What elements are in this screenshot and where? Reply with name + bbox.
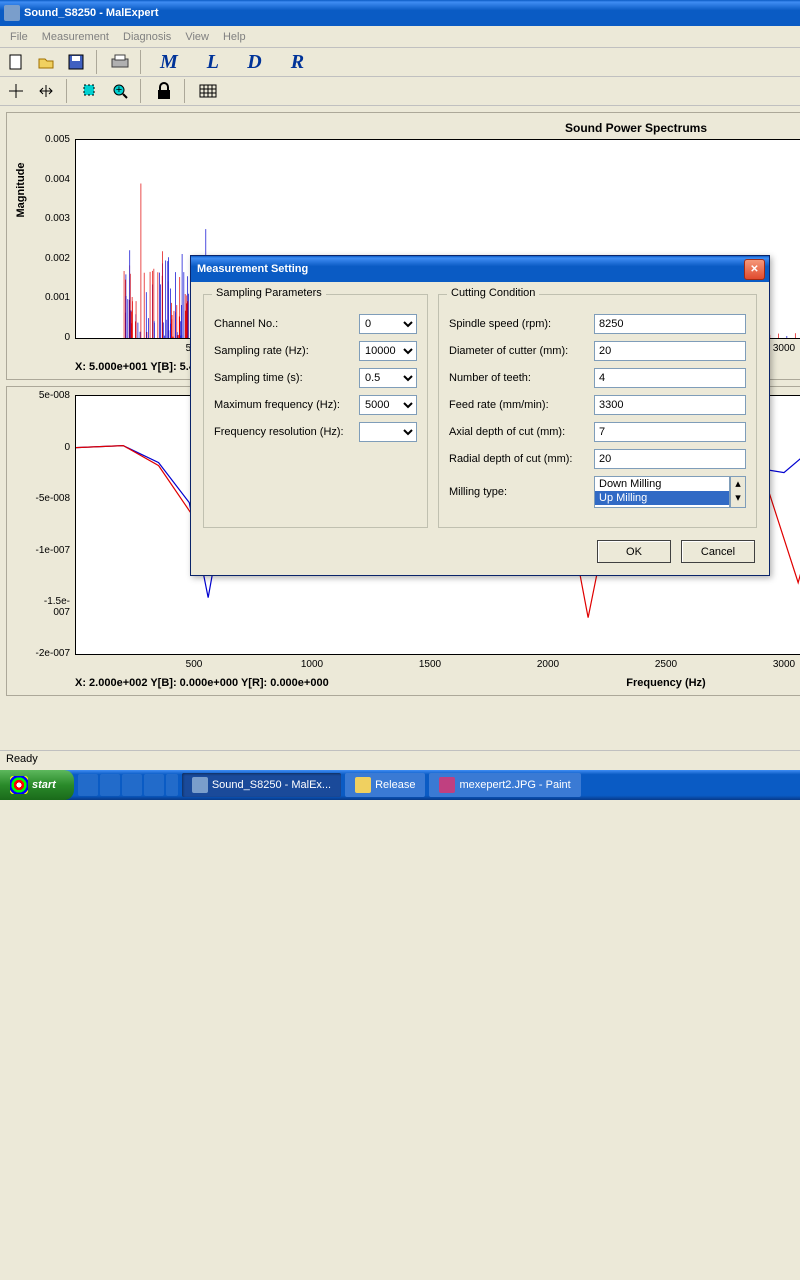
main-title-bar: Sound_S8250 - MalExpert — ❐ ✕	[0, 0, 800, 26]
pan-icon[interactable]	[34, 79, 58, 103]
mldr-label: M L D R	[160, 51, 316, 74]
cutting-legend: Cutting Condition	[447, 287, 539, 299]
milling-type-label: Milling type:	[449, 486, 594, 498]
milling-type-list[interactable]: Down Milling Up Milling	[594, 476, 730, 508]
time-select[interactable]: 0.5	[359, 368, 417, 388]
zoom-in-icon[interactable]: +	[108, 79, 132, 103]
grid-icon[interactable]	[196, 79, 220, 103]
milling-scroll[interactable]: ▴▾	[730, 476, 746, 508]
taskbar-item[interactable]: mexepert2.JPG - Paint	[429, 773, 580, 797]
spindle-input[interactable]	[594, 314, 746, 334]
app-icon	[4, 5, 20, 21]
open-icon[interactable]	[34, 50, 58, 74]
rate-label: Sampling rate (Hz):	[214, 345, 359, 357]
folder-icon	[355, 777, 371, 793]
radial-label: Radial depth of cut (mm):	[449, 453, 594, 465]
toolbar-file: M L D R	[0, 48, 800, 77]
measurement-setting-dialog: Measurement Setting ✕ Sampling Parameter…	[190, 255, 770, 576]
ok-button[interactable]: OK	[597, 540, 671, 563]
axial-label: Axial depth of cut (mm):	[449, 426, 594, 438]
cancel-button[interactable]: Cancel	[681, 540, 755, 563]
quick-launch	[78, 774, 178, 796]
menu-measurement[interactable]: Measurement	[36, 29, 115, 45]
diameter-label: Diameter of cutter (mm):	[449, 345, 594, 357]
toolbar-zoom: +	[0, 77, 800, 106]
chart1-title: Sound Power Spectrums	[15, 121, 800, 135]
start-button[interactable]: start	[0, 770, 74, 800]
status-bar: Ready	[0, 750, 800, 770]
menu-bar: File Measurement Diagnosis View Help	[0, 26, 800, 48]
feed-label: Feed rate (mm/min):	[449, 399, 594, 411]
time-label: Sampling time (s):	[214, 372, 359, 384]
window-title: Sound_S8250 - MalExpert	[24, 7, 159, 19]
svg-text:+: +	[116, 84, 122, 96]
windows-logo-icon	[10, 776, 28, 794]
maxfreq-label: Maximum frequency (Hz):	[214, 399, 359, 411]
new-icon[interactable]	[4, 50, 28, 74]
teeth-input[interactable]	[594, 368, 746, 388]
dialog-close-button[interactable]: ✕	[744, 259, 765, 280]
rate-select[interactable]: 10000	[359, 341, 417, 361]
ql-icon[interactable]	[78, 774, 98, 796]
milling-opt-up[interactable]: Up Milling	[595, 491, 729, 505]
radial-input[interactable]	[594, 449, 746, 469]
channel-label: Channel No.:	[214, 318, 359, 330]
menu-help[interactable]: Help	[217, 29, 252, 45]
taskbar-item-active[interactable]: Sound_S8250 - MalEx...	[182, 773, 341, 797]
chart2-xlabel: Frequency (Hz)	[626, 677, 705, 689]
menu-file[interactable]: File	[4, 29, 34, 45]
sampling-legend: Sampling Parameters	[212, 287, 326, 299]
ql-chevron-icon[interactable]	[166, 774, 178, 796]
cutting-group: Cutting Condition Spindle speed (rpm): D…	[438, 294, 757, 528]
taskbar-item[interactable]: Release	[345, 773, 425, 797]
task-icon	[192, 777, 208, 793]
cursor-cross-icon[interactable]	[4, 79, 28, 103]
feed-input[interactable]	[594, 395, 746, 415]
diameter-input[interactable]	[594, 341, 746, 361]
freqres-label: Frequency resolution (Hz):	[214, 426, 359, 438]
print-icon[interactable]	[108, 50, 132, 74]
ql-icon[interactable]	[122, 774, 142, 796]
dialog-title-bar[interactable]: Measurement Setting ✕	[191, 256, 769, 282]
menu-view[interactable]: View	[179, 29, 215, 45]
maxfreq-select[interactable]: 5000	[359, 395, 417, 415]
dialog-title: Measurement Setting	[197, 263, 308, 275]
sampling-group: Sampling Parameters Channel No.:0 Sampli…	[203, 294, 428, 528]
chart1-ylabel: Magnitude	[15, 163, 27, 218]
teeth-label: Number of teeth:	[449, 372, 594, 384]
zoom-box-icon[interactable]	[78, 79, 102, 103]
channel-select[interactable]: 0	[359, 314, 417, 334]
freqres-select[interactable]	[359, 422, 417, 442]
lock-icon[interactable]	[152, 79, 176, 103]
ql-icon[interactable]	[100, 774, 120, 796]
axial-input[interactable]	[594, 422, 746, 442]
taskbar: start Sound_S8250 - MalEx... Release mex…	[0, 770, 800, 800]
ql-icon[interactable]	[144, 774, 164, 796]
paint-icon	[439, 777, 455, 793]
milling-opt-down[interactable]: Down Milling	[595, 477, 729, 491]
status-text: Ready	[6, 753, 38, 765]
spindle-label: Spindle speed (rpm):	[449, 318, 594, 330]
save-icon[interactable]	[64, 50, 88, 74]
menu-diagnosis[interactable]: Diagnosis	[117, 29, 177, 45]
